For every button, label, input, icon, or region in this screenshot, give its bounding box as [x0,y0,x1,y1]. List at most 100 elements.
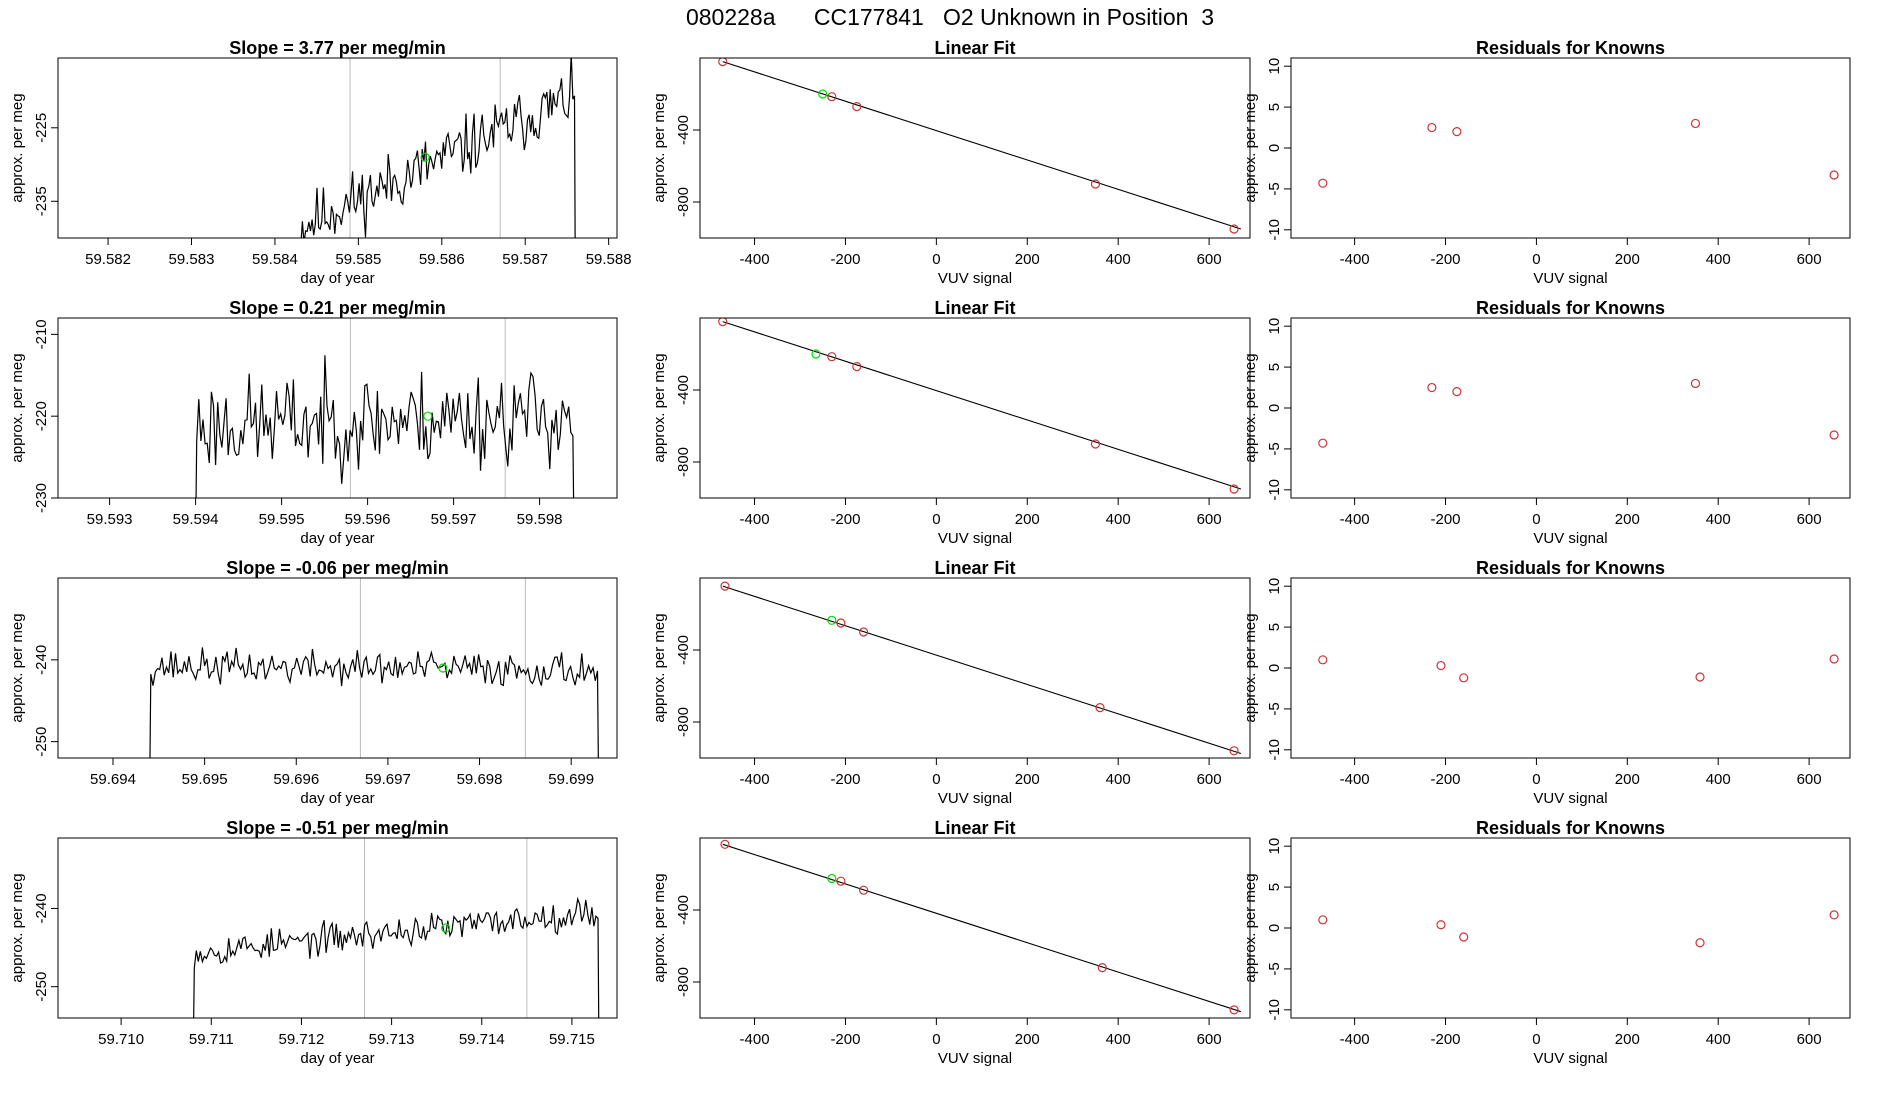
x-tick-label: 59.588 [586,251,632,268]
y-axis-label: approx. per meg [1242,353,1259,462]
y-axis-label: approx. per meg [9,353,26,462]
data-point [1229,746,1239,756]
y-tick-label: -235 [33,186,50,216]
data-point [1090,439,1101,449]
y-tick-label: -800 [675,187,692,217]
y-tick-label: -5 [1266,442,1283,455]
data-point [1095,702,1105,713]
x-tick-label: -400 [1340,1031,1370,1048]
x-axis-label: day of year [300,1050,374,1067]
data-point-marker [818,89,828,99]
y-tick-label: -240 [33,645,50,675]
x-tick-label: -200 [1431,771,1461,788]
data-point [836,618,846,628]
x-tick-label: 600 [1797,251,1822,268]
x-tick-label: -400 [740,771,770,788]
x-tick-label: 600 [1197,771,1222,788]
x-axis-label: VUV signal [938,270,1012,287]
x-tick-label: 0 [932,251,940,268]
plot-area [1318,654,1839,683]
plot-area [300,58,576,238]
x-tick-label: 59.596 [345,511,391,528]
x-axis-label: VUV signal [1533,270,1607,287]
data-point [1097,962,1107,973]
x-axis-label: day of year [300,270,374,287]
panel-0-0: Slope = 3.77 per meg/min 59.582 59.583 59.5… [9,38,632,287]
y-tick-label: 0 [1266,924,1283,932]
fit-line [722,843,1242,1013]
data-point-marker [811,349,821,359]
data-point-marker [420,152,430,162]
fit-line [722,585,1242,755]
plot-frame [1290,317,1851,499]
x-tick-label: 400 [1706,1031,1731,1048]
data-series-line [195,355,575,498]
y-axis-label: approx. per meg [1242,613,1259,722]
x-tick-label: 600 [1197,511,1222,528]
y-axis-label: approx. per meg [651,613,668,722]
x-tick-label: -200 [830,771,860,788]
panel-title: Linear Fit [934,38,1015,58]
y-tick-label: -5 [1266,182,1283,195]
plot-frame [57,317,618,499]
x-tick-label: 400 [1706,771,1731,788]
data-series-line [300,58,576,238]
y-tick-label: -210 [33,319,50,349]
data-point [1690,378,1701,389]
x-tick-label: 59.696 [273,771,319,788]
data-point [720,581,730,591]
x-tick-label: 200 [1615,251,1640,268]
data-point [836,876,846,886]
x-tick-label: -200 [830,1031,860,1048]
y-tick-label: -800 [675,447,692,477]
y-tick-label: 0 [1266,664,1283,672]
x-tick-label: -400 [1340,771,1370,788]
x-axis-label: VUV signal [1533,1050,1607,1067]
x-tick-label: 200 [1015,771,1040,788]
x-axis-label: VUV signal [1533,530,1607,547]
y-axis-label: approx. per meg [9,873,26,982]
panel-title: Residuals for Knowns [1476,558,1665,578]
x-axis-label: VUV signal [938,790,1012,807]
plot-frame [699,317,1251,499]
x-tick-label: 0 [1532,511,1540,528]
panel-3-0: Slope = -0.51 per meg/min 59.710 59.711 59.… [9,818,618,1067]
plot-frame [699,837,1251,1019]
x-tick-label: 59.585 [335,251,381,268]
x-tick-label: -200 [1431,1031,1461,1048]
y-tick-label: -800 [675,707,692,737]
data-point [1452,127,1462,137]
x-tick-label: 59.583 [169,251,215,268]
x-tick-label: 200 [1015,251,1040,268]
x-tick-label: 59.595 [259,511,305,528]
plot-area [720,581,1242,756]
plot-frame [699,57,1251,239]
plot-area [1318,910,1839,948]
panel-title: Slope = 3.77 per meg/min [229,38,446,58]
x-tick-label: -400 [740,1031,770,1048]
x-axis-label: VUV signal [938,530,1012,547]
panel-title: Residuals for Knowns [1476,298,1665,318]
panel-1-1: Linear Fit -400 -200 0 200 400 600 -400 -800 VUV … [651,298,1251,547]
data-point [1436,920,1446,930]
data-point [1318,655,1328,665]
data-point [718,318,728,327]
x-tick-label: -200 [1431,251,1461,268]
x-tick-label: 400 [1706,251,1731,268]
x-tick-label: 0 [1532,251,1540,268]
x-tick-label: 600 [1797,771,1822,788]
data-point [1695,938,1705,948]
data-point [1436,660,1446,671]
data-point [1229,484,1239,494]
data-point [1090,179,1101,189]
x-tick-label: 200 [1015,511,1040,528]
y-tick-label: -10 [1266,999,1283,1021]
x-tick-label: 400 [1106,251,1131,268]
panel-title: Slope = -0.51 per meg/min [226,818,449,838]
x-tick-label: 600 [1197,1031,1222,1048]
y-axis-label: approx. per meg [651,93,668,202]
panel-1-0: Slope = 0.21 per meg/min 59.593 59.594 59.5… [9,298,618,547]
x-tick-label: 400 [1106,1031,1131,1048]
panel-title: Linear Fit [934,298,1015,318]
x-tick-label: 59.698 [457,771,503,788]
